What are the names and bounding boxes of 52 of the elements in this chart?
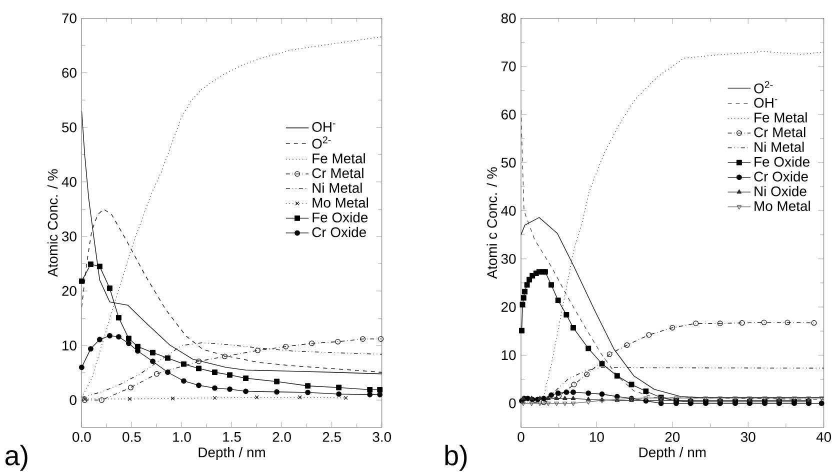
y-tick-label: 60 (62, 68, 76, 78)
legend-label: Cr Metal (754, 126, 806, 138)
x-tick-label: 10 (590, 432, 604, 442)
legend-label: Cr Oxide (312, 226, 366, 238)
x-tick-label: 40 (816, 432, 832, 442)
legend-label: Cr Metal (312, 168, 364, 178)
y-tick-label: 30 (62, 231, 76, 242)
legend-label: Ni Metal (312, 182, 362, 193)
legend-label: Fe Metal (312, 153, 365, 164)
x-axis-title: Depth / nm (198, 446, 265, 460)
legend-label: Cr Oxide (754, 171, 808, 182)
legend-label: Mo Metal (754, 200, 810, 211)
legend-label: OH$^{-}$ (754, 98, 778, 108)
text: b) (445, 444, 467, 471)
y-tick-label: 70 (501, 61, 516, 72)
x-tick-label: 2.5 (322, 432, 341, 442)
y-tick-label: 20 (62, 286, 76, 296)
x-tick-label: 30 (740, 432, 756, 442)
legend-label: Fe Metal (754, 112, 807, 122)
y-tick-label: 80 (501, 13, 516, 24)
x-tick-label: 20 (665, 432, 680, 442)
x-axis-title: Depth / nm (639, 446, 706, 460)
y-tick-label: 0 (70, 395, 76, 405)
y-tick-label: 40 (501, 206, 516, 216)
legend-label: Ni Metal (754, 142, 804, 152)
legend-label: OH$^{-}$ (312, 122, 336, 132)
legend-label: Ni Oxide (754, 186, 806, 196)
x-tick-label: 3.0 (372, 432, 392, 442)
y-axis-title: Atomic Conc. / % (47, 169, 58, 277)
y-tick-label: 50 (62, 122, 76, 132)
y-tick-label: 30 (501, 254, 516, 264)
x-tick-label: 0.5 (122, 432, 141, 442)
y-tick-label: 40 (62, 176, 76, 187)
y-tick-label: 10 (502, 350, 516, 360)
x-tick-label: 2.0 (272, 432, 291, 442)
y-tick-label: 0 (509, 398, 516, 408)
text: a) (5, 444, 28, 471)
y-tick-label: 20 (501, 302, 516, 312)
legend-label: Mo Metal (312, 197, 368, 208)
x-tick-label: 1.0 (173, 432, 191, 442)
y-tick-label: 70 (62, 13, 76, 24)
legend-label: O$^{2-}$ (312, 136, 331, 149)
legend-label: Fe Oxide (754, 156, 810, 167)
x-tick-label: 0.0 (72, 432, 91, 442)
x-tick-label: 0 (518, 432, 524, 442)
y-tick-label: 60 (501, 110, 516, 120)
y-axis-title: Atomi c Conc. / % (486, 167, 497, 279)
legend-label: Fe Oxide (312, 212, 368, 222)
y-tick-label: 50 (501, 158, 516, 168)
legend-label: O$^{2-}$ (754, 81, 773, 94)
y-tick-label: 10 (62, 340, 76, 350)
x-tick-label: 1.5 (223, 432, 241, 442)
